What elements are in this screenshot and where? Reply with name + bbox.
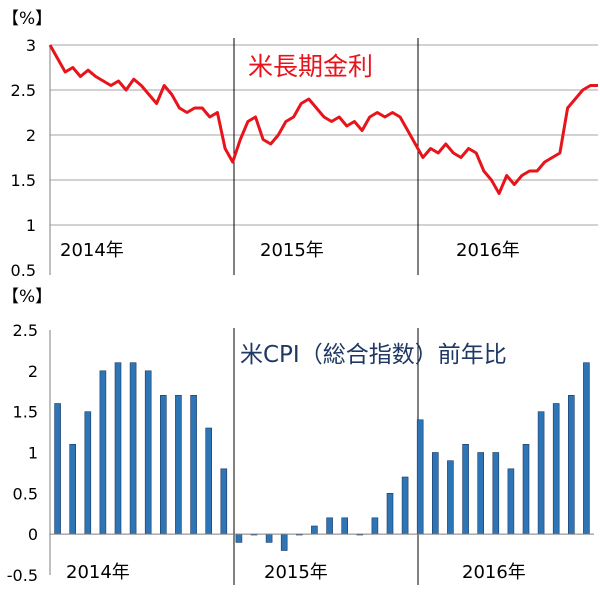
cpi-bar [522, 443, 530, 535]
cpi-chart-title: 米CPI（総合指数）前年比 [240, 342, 507, 368]
cpi-bar [567, 394, 575, 535]
cpi-y-tick-label: 2 [28, 362, 38, 381]
rate-year-label: 2015年 [260, 240, 324, 261]
cpi-bar [129, 362, 137, 535]
cpi-y-tick-label: -0.5 [7, 566, 38, 585]
rate-year-label: 2014年 [60, 240, 124, 261]
cpi-bar [54, 403, 61, 535]
cpi-chart: 【%】 -0.5 0 0.5 1 1.5 2 2.5 米CPI（総合指数）前年比 2014年 201… [2, 287, 594, 585]
cpi-y-tick-label: 0 [28, 525, 38, 544]
cpi-year-label: 2014年 [66, 562, 130, 583]
cpi-bar [477, 452, 485, 535]
rate-chart-title: 米長期金利 [248, 52, 373, 81]
rate-y-tick-label: 2.5 [11, 81, 36, 100]
cpi-bar [265, 533, 273, 543]
cpi-bar [84, 411, 92, 535]
rate-year-label: 2016年 [456, 240, 520, 261]
rate-y-tick-label: 1.5 [11, 171, 36, 190]
cpi-bar [371, 517, 379, 535]
cpi-bar [280, 533, 288, 551]
cpi-bar [114, 362, 122, 535]
cpi-axis-unit: 【%】 [2, 287, 52, 307]
cpi-year-label: 2015年 [264, 562, 328, 583]
cpi-bar [462, 443, 469, 535]
cpi-y-tick-label: 1.5 [13, 403, 38, 422]
cpi-bar [552, 403, 560, 535]
rate-chart: 【%】 0.5 1 1.5 2 2.5 3 米長期金利 2014年 2015年 2016年 [2, 9, 598, 280]
rate-y-tick-label: 2 [26, 126, 36, 145]
cpi-bar [99, 370, 107, 535]
cpi-bar [220, 468, 228, 535]
cpi-bar [205, 427, 212, 535]
cpi-bar [175, 394, 182, 535]
rate-y-tick-label: 1 [26, 216, 36, 235]
cpi-bar [401, 476, 409, 535]
cpi-bar [492, 452, 500, 535]
rate-y-tick-label: 3 [26, 36, 36, 55]
cpi-bar [583, 362, 590, 535]
cpi-bar [507, 468, 515, 535]
cpi-bar [326, 517, 333, 535]
cpi-y-tick-label: 1 [28, 444, 38, 463]
rate-y-tick-label: 0.5 [11, 261, 36, 280]
cpi-bar [537, 411, 545, 535]
cpi-bar [447, 460, 454, 535]
rate-series-line [48, 44, 598, 195]
cpi-y-tick-label: 2.5 [13, 321, 38, 340]
cpi-bar [160, 394, 167, 535]
cpi-y-tick-label: 0.5 [13, 484, 38, 503]
cpi-bar [190, 394, 197, 535]
cpi-bar [69, 443, 76, 535]
cpi-bar [341, 517, 349, 535]
cpi-bar [416, 419, 424, 535]
cpi-bar [144, 370, 152, 535]
cpi-bar [235, 533, 243, 543]
rate-axis-unit: 【%】 [2, 9, 52, 29]
cpi-bar [386, 492, 394, 535]
cpi-bar [431, 452, 439, 535]
cpi-year-label: 2016年 [462, 562, 526, 583]
cpi-bar [311, 525, 318, 535]
